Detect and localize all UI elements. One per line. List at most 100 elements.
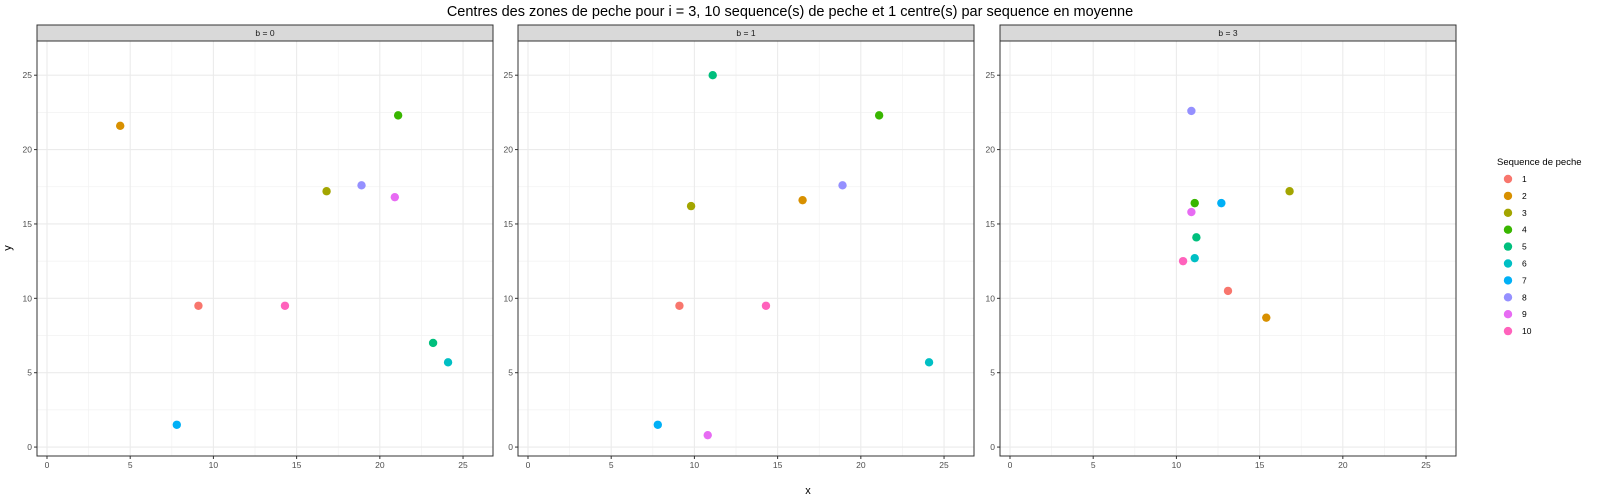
- legend-key: [1503, 293, 1513, 302]
- legend-label: 10: [1522, 326, 1532, 336]
- y-tick-label: 0: [508, 442, 513, 452]
- data-point: [798, 195, 807, 205]
- data-point: [1285, 187, 1294, 196]
- x-tick-label: 20: [856, 460, 866, 470]
- legend-label: 8: [1522, 292, 1527, 302]
- data-point: [761, 301, 771, 310]
- chart-title: Centres des zones de peche pour i = 3, 1…: [447, 4, 1133, 20]
- x-tick-label: 15: [292, 460, 302, 470]
- x-tick-label: 10: [690, 460, 700, 470]
- x-tick-label: 0: [45, 460, 50, 470]
- x-tick-label: 20: [375, 460, 385, 470]
- facet-strip-label: b = 1: [736, 28, 755, 38]
- x-tick-label: 10: [209, 460, 219, 470]
- panel-background: [1000, 41, 1456, 456]
- legend-key: [1503, 326, 1513, 336]
- facet-strip: [36, 24, 494, 42]
- x-tick-label: 0: [526, 460, 531, 470]
- data-point: [703, 430, 712, 440]
- data-point: [280, 301, 290, 310]
- legend-key: [1503, 242, 1513, 251]
- x-tick-label: 20: [1338, 460, 1348, 470]
- y-tick-label: 25: [23, 70, 33, 80]
- facet-panel: 0 5 10 15 20 25 0 5 10 15 20 25 b = 3: [986, 24, 1457, 470]
- x-tick-label: 15: [1255, 460, 1265, 470]
- data-point: [924, 358, 934, 367]
- y-tick-label: 20: [23, 145, 33, 155]
- data-point: [1190, 253, 1199, 263]
- legend-label: 4: [1522, 225, 1527, 235]
- data-point: [116, 121, 125, 130]
- data-point: [838, 181, 847, 190]
- panel-background: [518, 41, 974, 456]
- y-tick-label: 15: [986, 219, 996, 229]
- x-tick-label: 5: [128, 460, 133, 470]
- x-tick-label: 15: [773, 460, 783, 470]
- legend-entries: 1 2 3 4 5 6 7 8 9 10: [1503, 174, 1532, 336]
- data-point: [194, 301, 203, 310]
- y-tick-label: 10: [504, 293, 514, 303]
- y-tick-label: 25: [986, 70, 996, 80]
- y-tick-label: 5: [27, 368, 32, 378]
- facet-strip: [999, 24, 1457, 42]
- y-tick-label: 20: [986, 145, 996, 155]
- facet-panel: 0 5 10 15 20 25 0 5 10 15 20 25 b = 0: [23, 24, 494, 470]
- legend-key: [1503, 225, 1513, 234]
- data-point: [1187, 106, 1196, 116]
- data-point: [686, 201, 696, 211]
- data-point: [1187, 207, 1196, 217]
- legend-key: [1503, 191, 1513, 201]
- data-point: [708, 71, 717, 80]
- legend-label: 3: [1522, 208, 1527, 218]
- y-tick-label: 0: [990, 442, 995, 452]
- data-point: [1217, 198, 1226, 208]
- data-point: [172, 420, 181, 429]
- data-point: [1223, 286, 1233, 296]
- legend-key: [1503, 208, 1513, 217]
- facet-strip: [517, 24, 975, 42]
- y-tick-label: 5: [990, 368, 995, 378]
- legend-key: [1503, 276, 1513, 285]
- legend-key: [1503, 310, 1513, 319]
- y-tick-label: 5: [508, 368, 513, 378]
- data-point: [1178, 256, 1188, 266]
- y-tick-label: 0: [27, 442, 32, 452]
- data-point: [443, 358, 453, 367]
- x-tick-label: 25: [939, 460, 949, 470]
- facet-panel: 0 5 10 15 20 25 0 5 10 15 20 25 b = 1: [504, 24, 975, 470]
- data-point: [1190, 198, 1199, 208]
- data-point: [1192, 233, 1201, 242]
- facet-panels: 0 5 10 15 20 25 0 5 10 15 20 25 b = 0 0 5 10 15 20 25 0 5 10 1…: [23, 24, 1457, 470]
- y-axis-label: y: [2, 245, 14, 251]
- legend-label: 7: [1522, 275, 1527, 285]
- y-tick-label: 10: [23, 293, 33, 303]
- y-tick-label: 15: [23, 219, 33, 229]
- data-point: [393, 111, 403, 120]
- legend-label: 2: [1522, 191, 1527, 201]
- x-tick-label: 25: [458, 460, 468, 470]
- legend-title: Sequence de peche: [1497, 157, 1582, 168]
- data-point: [357, 181, 366, 190]
- legend-key: [1503, 259, 1513, 268]
- data-point: [653, 420, 662, 429]
- legend-label: 1: [1522, 174, 1527, 184]
- data-point: [874, 111, 884, 120]
- legend-label: 5: [1522, 242, 1527, 252]
- y-tick-label: 10: [986, 293, 996, 303]
- panel-background: [37, 41, 493, 456]
- x-tick-label: 25: [1421, 460, 1431, 470]
- y-tick-label: 25: [504, 70, 514, 80]
- legend-key: [1503, 174, 1513, 184]
- data-point: [322, 187, 331, 196]
- x-tick-label: 5: [1091, 460, 1096, 470]
- data-point: [428, 338, 438, 348]
- legend-label: 9: [1522, 309, 1527, 319]
- legend-label: 6: [1522, 259, 1527, 269]
- facet-strip-label: b = 0: [255, 28, 274, 38]
- data-point: [675, 301, 684, 310]
- facet-strip-label: b = 3: [1218, 28, 1237, 38]
- x-axis-label: x: [805, 485, 811, 497]
- x-tick-label: 10: [1172, 460, 1182, 470]
- legend: Sequence de peche 1 2 3 4 5 6 7 8 9 10: [1497, 157, 1582, 336]
- y-tick-label: 15: [504, 219, 514, 229]
